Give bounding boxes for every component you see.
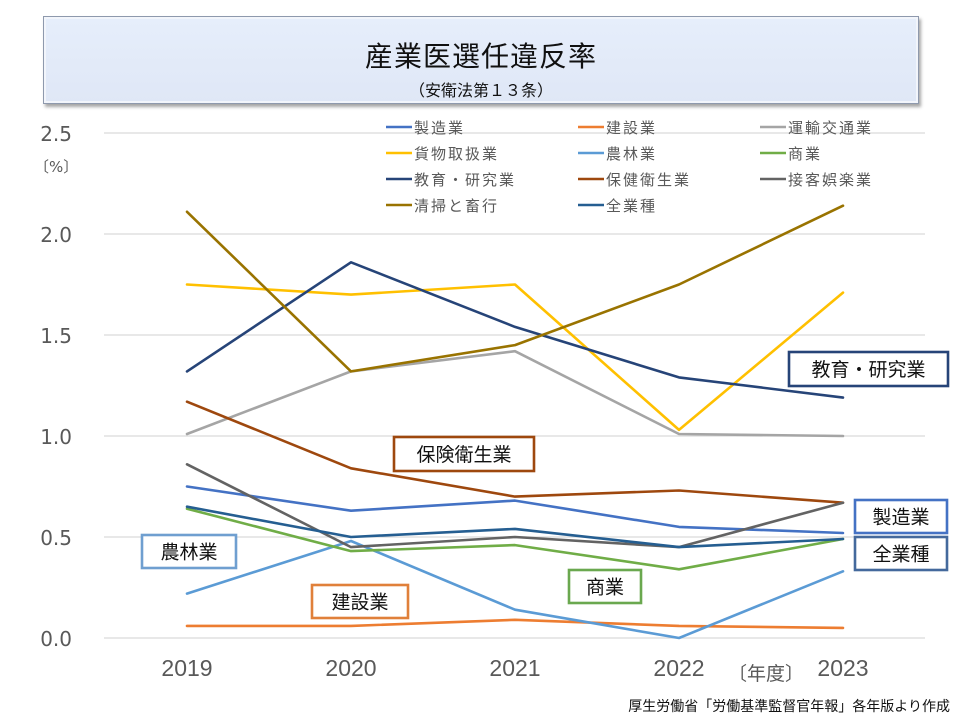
annotation-label: 商業 — [567, 568, 643, 605]
annotation-box — [787, 350, 950, 388]
annotation-text: 保険衛生業 — [416, 444, 511, 466]
legend-item: 商業 — [760, 145, 822, 163]
legend-item: 清掃と畜行 — [386, 197, 499, 215]
annotation-text: 農林業 — [160, 542, 217, 564]
series-line-商業 — [185, 507, 845, 571]
annotation-box — [310, 583, 410, 620]
series-lines — [185, 204, 845, 640]
x-tick-label: 2022 — [653, 655, 704, 681]
y-axis-ticks: 0.0 0.5 1.0 1.5 2.0 2.5 — [40, 122, 72, 651]
legend-label: 貨物取扱業 — [414, 145, 499, 163]
legend-item: 運輸交通業 — [760, 119, 873, 137]
y-tick-label: 2.5 — [40, 122, 72, 146]
legend-item: 貨物取扱業 — [386, 145, 499, 163]
annotation-text: 商業 — [586, 577, 624, 599]
annotation-text: 教育・研究業 — [811, 359, 925, 381]
annotation-box — [853, 535, 949, 572]
annotation-text: 製造業 — [872, 507, 929, 529]
legend-item: 農林業 — [578, 145, 657, 163]
legend-item: 教育・研究業 — [386, 171, 516, 189]
y-axis-unit-label: 〔%〕 — [34, 158, 78, 176]
gridlines — [104, 132, 925, 639]
legend-label: 清掃と畜行 — [414, 197, 499, 215]
source-note: 厚生労働省「労働基準監督官年報」各年版より作成 — [628, 699, 950, 715]
series-line-清掃と畜行 — [185, 204, 845, 373]
series-line-接客娯楽業 — [185, 462, 845, 549]
chart-subtitle: （安衛法第１３条） — [408, 81, 553, 100]
annotation-label: 保険衛生業 — [392, 435, 536, 473]
series-line-農林業 — [185, 539, 845, 640]
title-banner: 産業医選任違反率 （安衛法第１３条） — [43, 16, 919, 104]
legend-label: 建設業 — [606, 119, 657, 137]
legend-label: 農林業 — [606, 145, 657, 163]
legend-item: 全業種 — [578, 197, 657, 215]
legend-label: 接客娯楽業 — [788, 171, 873, 189]
y-tick-label: 0.0 — [40, 627, 72, 651]
series-line-建設業 — [185, 618, 845, 630]
y-tick-label: 0.5 — [40, 526, 72, 550]
annotation-text: 建設業 — [331, 592, 388, 614]
legend-label: 教育・研究業 — [414, 171, 516, 189]
legend-label: 保健衛生業 — [606, 171, 691, 189]
annotation-label: 全業種 — [853, 535, 949, 572]
series-line-教育・研究業 — [185, 260, 845, 399]
x-axis-ticks: 2019 2020 2021 2022 2023 — [161, 655, 868, 681]
legend-label: 製造業 — [414, 119, 465, 137]
series-line-製造業 — [185, 485, 845, 535]
legend-label: 運輸交通業 — [788, 119, 873, 137]
y-tick-label: 1.5 — [40, 324, 72, 348]
annotation-box — [567, 568, 643, 605]
annotation-label: 教育・研究業 — [787, 350, 950, 388]
legend-label: 商業 — [788, 145, 822, 163]
y-tick-label: 1.0 — [40, 425, 72, 449]
legend-item: 保健衛生業 — [578, 171, 691, 189]
series-line-全業種 — [185, 505, 845, 549]
annotation-label: 農林業 — [140, 533, 238, 570]
x-tick-label: 2020 — [325, 655, 376, 681]
annotation-label: 製造業 — [853, 498, 949, 535]
annotation-box — [140, 533, 238, 570]
annotation-label: 建設業 — [310, 583, 410, 620]
legend-label: 全業種 — [606, 197, 657, 215]
annotation-box — [853, 498, 949, 535]
x-tick-label: 2021 — [489, 655, 540, 681]
chart-title: 産業医選任違反率 — [364, 40, 597, 73]
series-line-運輸交通業 — [185, 349, 845, 438]
annotation-box — [392, 435, 536, 473]
x-tick-label: 2023 — [817, 655, 868, 681]
legend-item: 建設業 — [578, 119, 657, 137]
annotation-text: 全業種 — [872, 544, 929, 566]
legend-item: 製造業 — [386, 119, 465, 137]
x-tick-label: 2019 — [161, 655, 212, 681]
y-tick-label: 2.0 — [40, 223, 72, 247]
series-line-保健衛生業 — [185, 400, 845, 505]
legend-item: 接客娯楽業 — [760, 171, 873, 189]
x-axis-unit-label: 〔年度〕 — [728, 663, 804, 685]
